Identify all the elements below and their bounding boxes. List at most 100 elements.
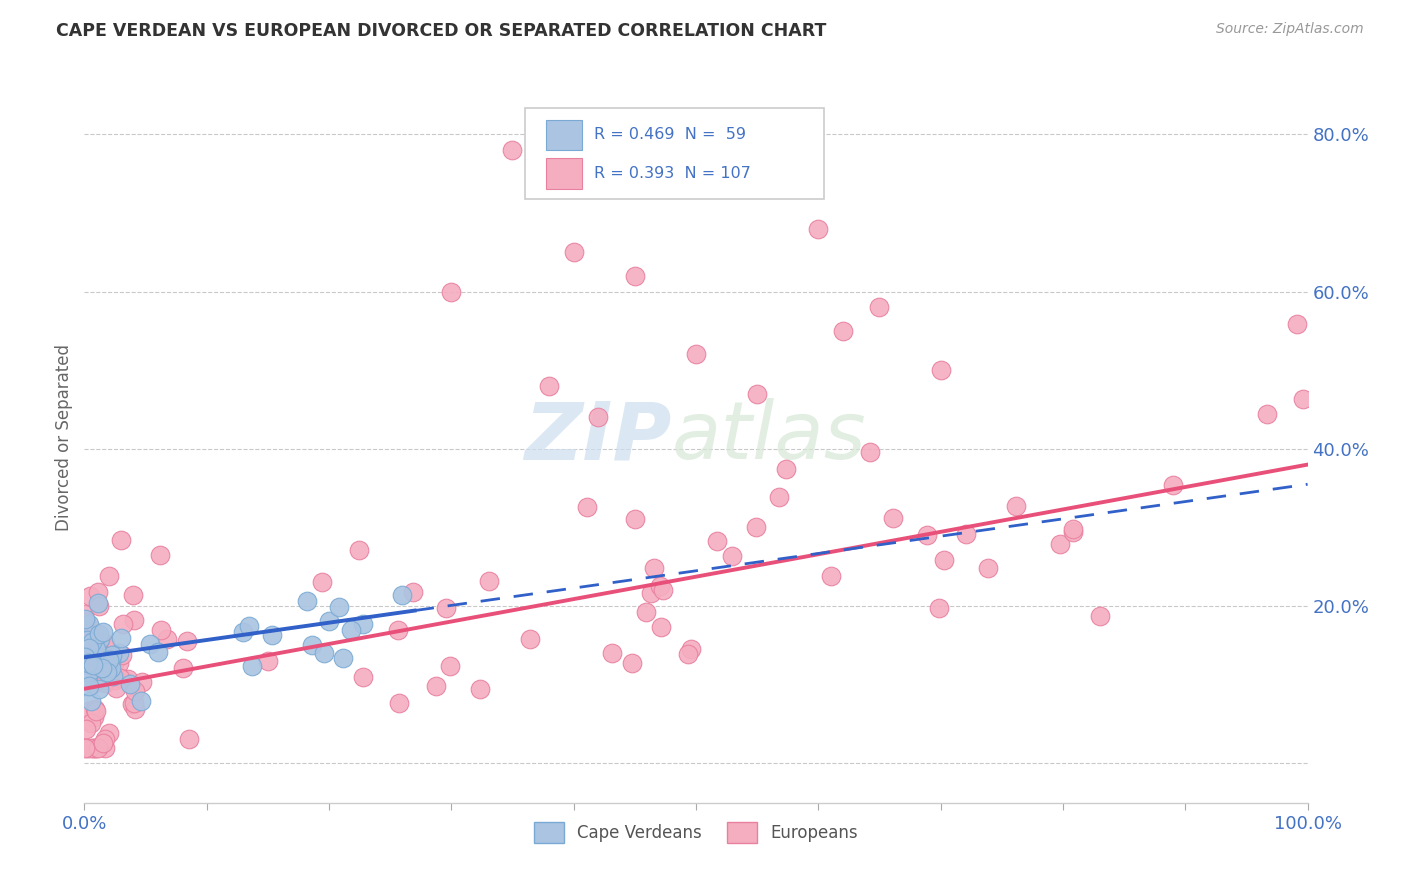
Point <box>745 519 768 533</box>
Point <box>721 549 744 563</box>
Point <box>87 661 110 675</box>
Point <box>676 648 699 662</box>
Point <box>86 597 108 611</box>
Point <box>87 651 110 665</box>
Point <box>297 594 319 608</box>
Point <box>83 644 105 658</box>
Point <box>1285 318 1308 332</box>
Point <box>1292 392 1315 406</box>
Point <box>177 732 200 747</box>
Point <box>87 633 110 648</box>
Point <box>84 642 107 657</box>
Text: atlas: atlas <box>672 398 866 476</box>
Point <box>176 634 198 648</box>
Point <box>820 569 842 583</box>
Point <box>79 704 101 718</box>
Point <box>640 585 662 599</box>
Point <box>121 697 143 711</box>
Point <box>87 641 110 656</box>
Point <box>111 671 134 685</box>
Point <box>352 670 374 684</box>
Point <box>425 679 447 693</box>
Point <box>538 379 561 393</box>
Point <box>105 681 128 695</box>
Point <box>89 632 111 646</box>
Text: ZIP: ZIP <box>524 398 672 476</box>
Point <box>82 635 104 649</box>
Point <box>768 490 790 504</box>
Point <box>97 569 120 583</box>
Point <box>600 646 623 660</box>
Point <box>149 548 172 562</box>
Point <box>82 657 104 672</box>
Point <box>75 658 97 673</box>
Point <box>83 702 105 716</box>
Point <box>82 677 104 691</box>
Point <box>311 574 333 589</box>
Point <box>94 731 117 746</box>
Point <box>706 534 728 549</box>
Point <box>75 722 97 736</box>
Point <box>149 623 172 637</box>
Point <box>747 387 769 401</box>
Point <box>440 285 463 299</box>
Point <box>100 653 122 667</box>
Point <box>108 671 131 685</box>
Point <box>1062 522 1084 536</box>
Legend: Cape Verdeans, Europeans: Cape Verdeans, Europeans <box>527 815 865 849</box>
Point <box>84 740 107 755</box>
Point <box>110 533 132 547</box>
Point <box>94 637 117 651</box>
Point <box>434 601 457 615</box>
Point <box>79 651 101 665</box>
Point <box>478 574 501 589</box>
Point <box>103 669 125 683</box>
Point <box>89 627 111 641</box>
Point <box>679 641 702 656</box>
FancyBboxPatch shape <box>524 108 824 200</box>
Point <box>352 616 374 631</box>
Point <box>775 462 797 476</box>
Text: R = 0.469  N =  59: R = 0.469 N = 59 <box>595 128 747 143</box>
Point <box>139 637 162 651</box>
Point <box>312 646 335 660</box>
Point <box>340 623 363 637</box>
Point <box>1090 609 1112 624</box>
Point <box>172 661 194 675</box>
Point <box>107 646 129 660</box>
Point <box>470 681 492 696</box>
Point <box>110 632 132 646</box>
Point <box>84 705 107 719</box>
Point <box>96 665 118 679</box>
Text: Source: ZipAtlas.com: Source: ZipAtlas.com <box>1216 22 1364 37</box>
Point <box>831 324 853 338</box>
Point <box>624 511 647 525</box>
Point <box>104 673 127 688</box>
Point <box>232 625 254 640</box>
Point <box>332 651 354 665</box>
Point <box>117 673 139 687</box>
Point <box>75 612 97 626</box>
Point <box>73 650 96 665</box>
Point <box>83 640 105 654</box>
Point <box>650 620 672 634</box>
Point <box>122 696 145 710</box>
Point <box>77 665 100 680</box>
Point <box>1161 478 1184 492</box>
Point <box>77 616 100 631</box>
Point <box>91 635 114 649</box>
Point <box>124 684 146 698</box>
Point <box>98 653 121 667</box>
Point <box>1062 525 1084 540</box>
Point <box>100 661 122 675</box>
Point <box>121 588 143 602</box>
Point <box>91 625 114 640</box>
Point <box>77 640 100 655</box>
Point <box>156 632 179 647</box>
Point <box>87 585 110 599</box>
Point <box>103 669 125 683</box>
Point <box>94 675 117 690</box>
Bar <box>546 120 582 151</box>
Point <box>932 552 955 566</box>
Point <box>98 725 121 739</box>
